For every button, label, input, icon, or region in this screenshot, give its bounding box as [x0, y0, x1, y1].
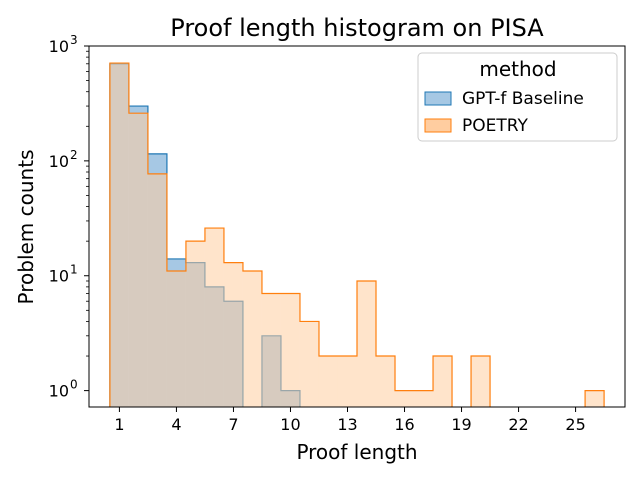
outline-poetry	[109, 62, 605, 407]
bar-poetry-3	[147, 173, 167, 407]
series-poetry	[109, 62, 605, 408]
bar-poetry-4	[166, 270, 186, 407]
bar-poetry-18	[433, 356, 453, 407]
bar-poetry-14	[357, 280, 377, 407]
bar-poetry-11	[299, 321, 319, 407]
y-tick-exponent: 2	[70, 148, 78, 162]
x-tick-label: 7	[228, 415, 238, 434]
bar-poetry-13	[337, 356, 357, 407]
plot-area	[109, 62, 605, 408]
bar-poetry-15	[376, 356, 396, 407]
y-axis-title: Problem counts	[14, 150, 38, 305]
legend-label-gpt-f-baseline: GPT-f Baseline	[462, 89, 584, 109]
y-tick-exponent: 1	[70, 263, 78, 277]
x-axis: 1 4 7 10 13 16 19 22 25	[114, 407, 586, 434]
chart-title: Proof length histogram on PISA	[170, 14, 544, 42]
y-tick-exponent: 0	[70, 378, 78, 392]
legend-box	[417, 52, 618, 142]
x-tick-label: 16	[394, 415, 414, 434]
bar-poetry-6	[204, 228, 224, 407]
x-tick-label: 19	[451, 415, 471, 434]
x-tick-label: 4	[171, 415, 181, 434]
x-tick-label: 13	[337, 415, 357, 434]
legend-swatch-gpt-f-baseline	[424, 91, 452, 106]
x-tick-label: 10	[280, 415, 300, 434]
bar-poetry-17	[414, 390, 434, 407]
bar-poetry-8	[242, 270, 262, 407]
bar-poetry-26	[585, 390, 605, 407]
bar-poetry-5	[185, 241, 205, 407]
bar-poetry-1	[109, 63, 129, 408]
y-tick-exponent: 3	[70, 33, 78, 47]
y-tick-label: 10	[49, 152, 69, 171]
bar-poetry-12	[318, 356, 338, 407]
legend-title: method	[479, 57, 556, 81]
x-tick-label: 25	[565, 415, 585, 434]
bar-poetry-10	[280, 293, 300, 407]
bar-poetry-7	[223, 262, 243, 407]
legend-label-poetry: POETRY	[462, 116, 528, 136]
bar-poetry-20	[471, 356, 491, 407]
axes-frame	[88, 45, 626, 408]
bar-poetry-16	[395, 390, 415, 407]
y-tick-label: 10	[49, 267, 69, 286]
y-tick-label: 10	[49, 37, 69, 56]
legend: method GPT-f Baseline POETRY	[417, 52, 618, 142]
x-axis-title: Proof length	[296, 440, 417, 464]
bar-poetry-9	[261, 293, 281, 407]
bar-poetry-2	[128, 113, 148, 408]
x-tick-label: 1	[114, 415, 124, 434]
x-tick-label: 22	[508, 415, 528, 434]
legend-swatch-poetry	[424, 118, 452, 133]
y-tick-label: 10	[49, 382, 69, 401]
